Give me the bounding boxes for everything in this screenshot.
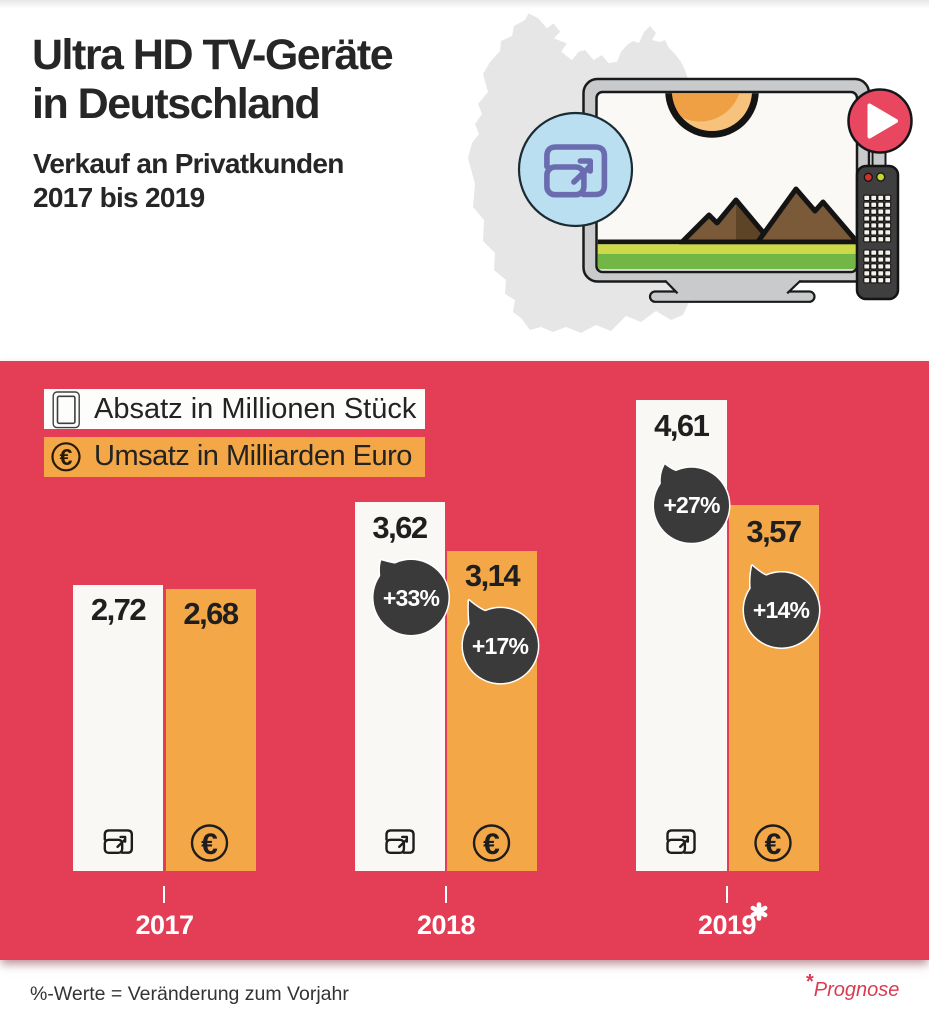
svg-text:€: € bbox=[60, 444, 73, 470]
svg-text:€: € bbox=[201, 828, 218, 861]
svg-text:€: € bbox=[765, 828, 782, 861]
svg-text:€: € bbox=[483, 828, 500, 861]
